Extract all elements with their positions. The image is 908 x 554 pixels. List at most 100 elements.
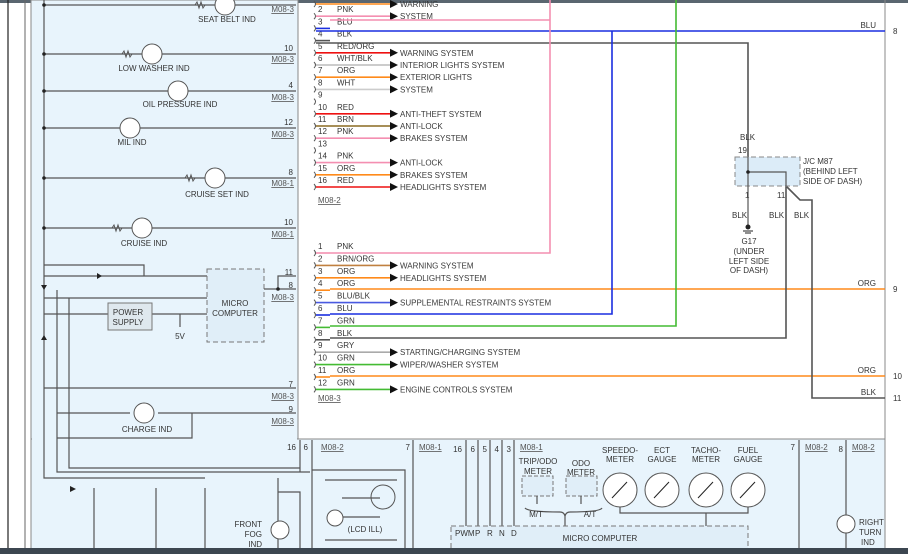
system-label: EXTERIOR LIGHTS [400, 73, 472, 82]
gauge-label: GAUGE [734, 455, 763, 464]
ref-link[interactable]: M08-1 [271, 230, 294, 239]
ref-link[interactable]: M08-3 [271, 55, 294, 64]
ref-m08-3[interactable]: M08-3 [271, 417, 294, 426]
trip-odo-display [521, 475, 554, 497]
ref-m08-1[interactable]: M08-1 [419, 443, 442, 452]
ref-m08-2[interactable]: M08-2 [805, 443, 828, 452]
ref-link[interactable]: M08-3 [271, 93, 294, 102]
pin-number: 2 [318, 254, 323, 263]
ref-m08-2[interactable]: M08-2 [321, 443, 344, 452]
wire-color-label: BLU [337, 304, 353, 313]
pin-number: 9 [318, 91, 323, 100]
wire-color-label: ORG [337, 66, 355, 75]
lamp-icon [270, 520, 290, 540]
indicator-label: SEAT BELT IND [198, 15, 256, 24]
connector-pin-icon [313, 249, 316, 257]
ref-m08-2[interactable]: M08-2 [318, 196, 341, 205]
front-fog-label-3: IND [248, 540, 262, 549]
wire-color-label: PNK [337, 127, 354, 136]
wire-color-label: BLU [860, 21, 876, 30]
gauge-label: METER [692, 455, 720, 464]
pin-number: 3 [318, 17, 323, 26]
pin-number: 12 [318, 378, 327, 387]
pin-6: 6 [471, 445, 476, 454]
gauge-label: METER [606, 455, 634, 464]
wire-color-label: BLK [337, 329, 353, 338]
system-label: STARTING/CHARGING SYSTEM [400, 348, 520, 357]
lamp-icon [131, 217, 153, 239]
ref-m08-3[interactable]: M08-3 [271, 293, 294, 302]
resistor-icon [194, 0, 206, 10]
charge-ind-label: CHARGE IND [122, 425, 172, 434]
pin-number: 8 [318, 78, 323, 87]
wire-blk: BLK [769, 211, 785, 220]
connector-pin-icon [313, 49, 316, 57]
connector-pin-icon [313, 147, 316, 154]
input-p: P [475, 529, 480, 538]
connector-pin-icon [313, 0, 316, 8]
junction-dot [42, 176, 46, 180]
odo-display [565, 475, 598, 497]
input-n: N [499, 529, 505, 538]
system-label: WARNING SYSTEM [400, 49, 474, 58]
pin-9: 9 [289, 405, 294, 414]
wire [330, 0, 551, 254]
wire-blk: BLK [794, 211, 810, 220]
mt-label: M/T [529, 510, 543, 519]
gauge-label: ECT [654, 446, 670, 455]
power-supply-box [107, 302, 153, 331]
wire-color-label: PNK [337, 152, 354, 161]
ground-label-2: (UNDER [733, 247, 764, 256]
pin-6: 6 [304, 443, 309, 452]
pin-number: 10 [318, 103, 327, 112]
ref-m08-3[interactable]: M08-3 [318, 394, 341, 403]
gauge-label: TACHO- [691, 446, 721, 455]
arrow-icon [390, 298, 398, 307]
arrow-icon [390, 85, 398, 94]
system-label: BRAKES SYSTEM [400, 134, 468, 143]
connector-pin-icon [313, 361, 316, 368]
pin-number: 10 [893, 372, 902, 381]
ref-link[interactable]: M08-3 [271, 5, 294, 14]
connector-pin-icon [313, 274, 316, 282]
ref-link[interactable]: M08-1 [271, 179, 294, 188]
wire-color-label: ORG [337, 279, 355, 288]
lamp-icon [141, 43, 163, 65]
odo-label: ODO [572, 459, 590, 468]
ground-label-4: OF DASH) [730, 266, 769, 275]
lower-cluster: 16 6 M08-2 7 M08-1 16 6 5 4 3 M08-1 TRIP… [93, 440, 884, 554]
ref-link[interactable]: M08-3 [271, 130, 294, 139]
wire-color-label: GRN [337, 316, 355, 325]
connector-pin-icon [313, 12, 316, 20]
junction-label-3: SIDE OF DASH) [803, 177, 862, 186]
wire [330, 0, 677, 327]
connector-pin-icon [313, 183, 316, 191]
connector-pin-icon [313, 25, 316, 32]
ground-label-3: LEFT SIDE [729, 257, 769, 266]
connector-pin-icon [313, 110, 316, 118]
wire-color-label: RED/ORG [337, 42, 374, 51]
lamp-icon [133, 402, 155, 424]
connector-pin-icon [313, 386, 316, 393]
pin-5: 5 [483, 445, 488, 454]
cluster-panel-upper [30, 0, 299, 441]
wire [785, 185, 885, 399]
pin-number: 6 [318, 304, 323, 313]
system-label: SYSTEM [400, 12, 433, 21]
system-label: ENGINE CONTROLS SYSTEM [400, 385, 513, 394]
micro-computer-label: MICRO [222, 299, 249, 308]
left-bus [41, 0, 310, 492]
pin-number: 7 [318, 316, 323, 325]
pin-number: 9 [318, 341, 323, 350]
wire-color-label: BLK [337, 30, 353, 39]
ref-m08-1[interactable]: M08-1 [520, 443, 543, 452]
connector-pin-icon [313, 324, 316, 331]
wire-color-label: BLU [337, 17, 353, 26]
arrow-icon [390, 158, 398, 167]
lamp-icon [119, 117, 141, 139]
ref-m08-3[interactable]: M08-3 [271, 392, 294, 401]
resistor-icon [121, 49, 133, 59]
wire-color-label: ORG [337, 164, 355, 173]
ref-m08-2[interactable]: M08-2 [852, 443, 875, 452]
gauge-label: FUEL [738, 446, 759, 455]
